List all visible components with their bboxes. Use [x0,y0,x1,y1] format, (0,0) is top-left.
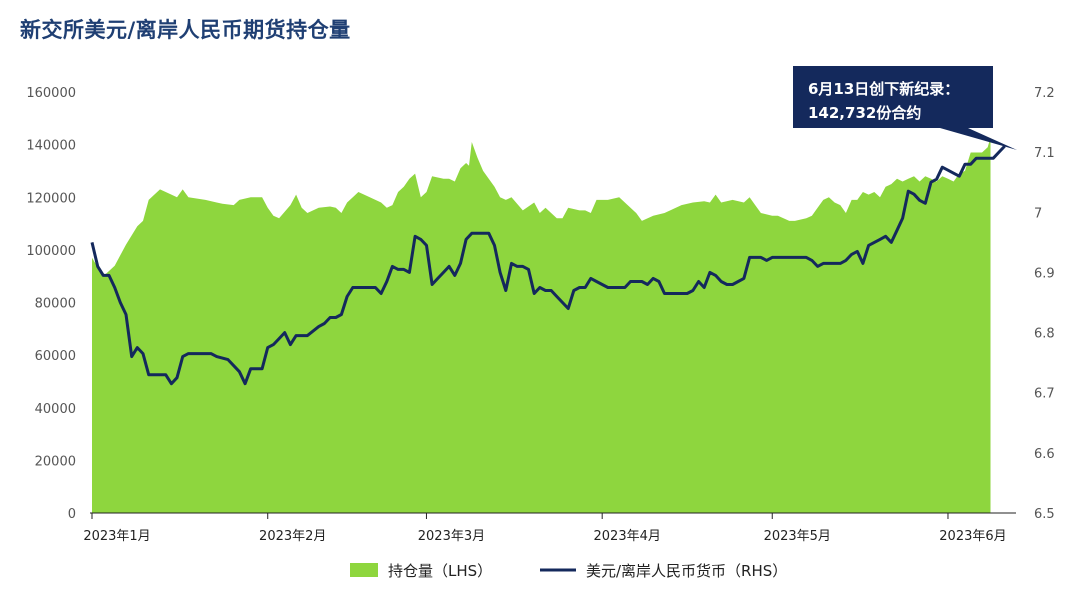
right-axis-tick-label: 7.1 [1034,146,1055,161]
right-axis-tick-label: 6.9 [1034,266,1055,281]
legend-line-label: 美元/离岸人民币货币（RHS） [586,562,787,580]
callout-line-1: 6月13日创下新纪录： [808,80,959,98]
left-axis-tick-label: 60000 [35,349,76,364]
left-axis-tick-label: 40000 [35,402,76,417]
right-axis-tick-label: 6.8 [1034,327,1055,342]
right-axis-tick-label: 6.6 [1034,447,1055,462]
legend-area-swatch [350,563,378,577]
left-axis-tick-label: 140000 [26,139,76,154]
record-callout-box [793,66,1017,150]
x-axis-tick-label: 2023年4月 [594,529,661,544]
x-axis-tick-label: 2023年3月 [418,529,485,544]
right-axis-tick-label: 7 [1034,206,1042,221]
left-axis-tick-label: 20000 [35,454,76,469]
left-axis-tick-label: 0 [68,507,76,522]
x-axis-tick-label: 2023年1月 [83,529,150,544]
left-axis-tick-label: 100000 [26,244,76,259]
callout-line-2: 142,732份合约 [808,104,921,122]
left-axis-tick-label: 120000 [26,191,76,206]
left-axis-tick-label: 160000 [26,86,76,101]
x-axis-tick-label: 2023年6月 [939,529,1006,544]
left-axis-tick-label: 80000 [35,297,76,312]
right-axis-tick-label: 7.2 [1034,86,1055,101]
legend-area-label: 持仓量（LHS） [388,562,492,580]
x-axis-tick-label: 2023年5月 [764,529,831,544]
usd-cnh-line [90,145,1006,386]
x-axis-tick-label: 2023年2月 [259,529,326,544]
right-axis-tick-label: 6.5 [1034,507,1055,522]
open-interest-area [92,137,991,513]
chart-title: 新交所美元/离岸人民币期货持仓量 [20,18,351,42]
right-axis-tick-label: 6.7 [1034,387,1055,402]
